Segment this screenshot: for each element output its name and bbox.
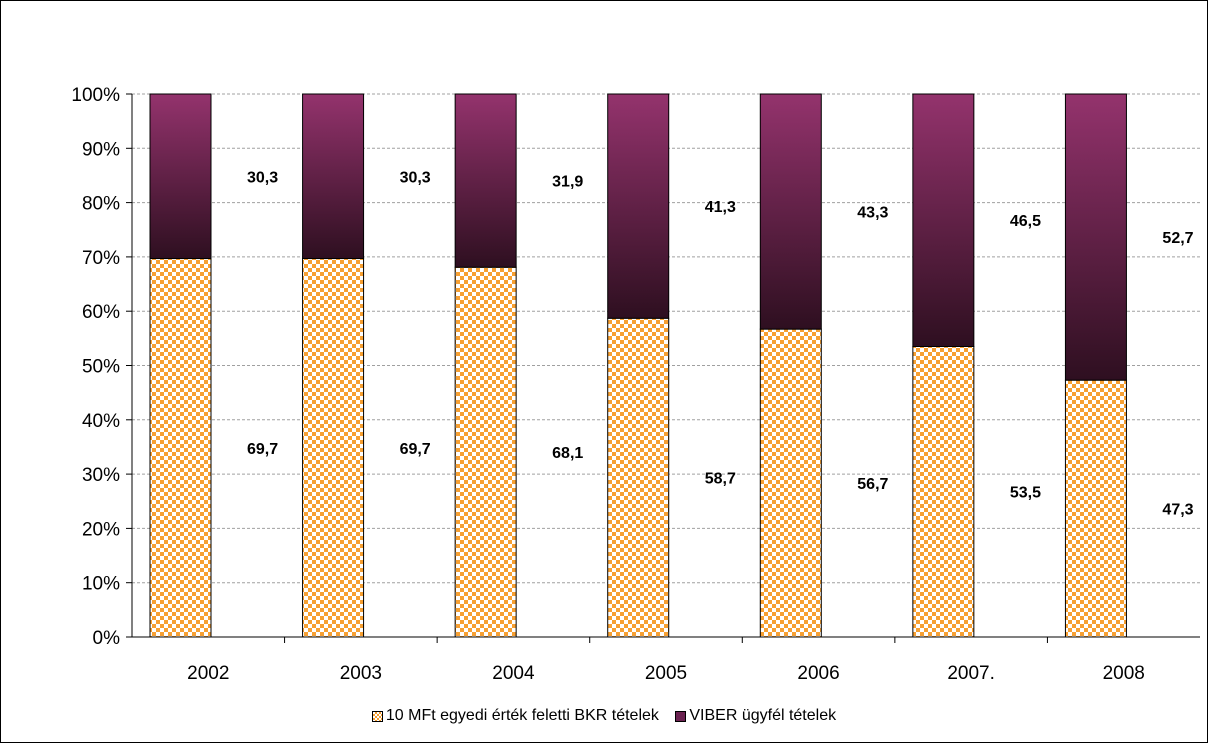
data-label-viber: 46,5 <box>1010 213 1041 230</box>
x-tick-label: 2003 <box>340 663 382 684</box>
data-label-viber: 43,3 <box>857 205 888 222</box>
y-tick-label: 60% <box>82 302 120 323</box>
x-tick-label: 2008 <box>1103 663 1145 684</box>
data-label-bkr: 53,5 <box>1010 485 1041 502</box>
bar-viber <box>912 93 975 347</box>
data-label-viber: 41,3 <box>705 199 736 216</box>
y-tick-label: 70% <box>82 248 120 269</box>
data-label-bkr: 56,7 <box>857 476 888 493</box>
legend: 10 MFt egyedi érték feletti BKR tételek … <box>0 707 1208 727</box>
bar-viber <box>302 93 365 260</box>
axes: 0% 10% 20% 30% 40% 50% 60% 70% 80% 90% 100% 2002 200… <box>71 85 1200 684</box>
legend-label-bkr: 10 MFt egyedi érték feletti BKR tételek <box>385 707 659 724</box>
y-tick-label: 20% <box>82 519 120 540</box>
data-label-bkr: 68,1 <box>552 445 583 462</box>
bar-bkr <box>759 328 822 638</box>
bar-bkr <box>302 258 365 638</box>
data-label-bkr: 58,7 <box>705 471 736 488</box>
y-tick-label: 100% <box>71 85 120 106</box>
x-tick-label: 2004 <box>492 663 535 684</box>
y-tick-label: 80% <box>82 194 120 215</box>
bars <box>149 93 1127 638</box>
legend-item-viber: VIBER ügyfél tételek <box>675 707 836 725</box>
x-tick-label: 2007. <box>947 663 995 684</box>
x-tick-label: 2002 <box>187 663 229 684</box>
data-label-viber: 30,3 <box>400 169 431 186</box>
data-label-bkr: 47,3 <box>1162 502 1193 519</box>
bar-viber <box>759 93 822 330</box>
legend-swatch-viber <box>675 710 687 722</box>
data-labels: 69,7 30,3 69,7 30,3 68,1 31,9 58,7 41,3 56,7 43,3… <box>247 169 1194 518</box>
y-tick-label: 50% <box>82 357 120 378</box>
bar-bkr <box>1064 379 1127 638</box>
y-tick-label: 40% <box>82 411 120 432</box>
bar-viber <box>1064 93 1127 381</box>
legend-label-viber: VIBER ügyfél tételek <box>689 707 837 724</box>
y-tick-label: 90% <box>82 139 120 160</box>
bar-bkr <box>912 345 975 638</box>
bar-bkr <box>454 266 517 638</box>
data-label-bkr: 69,7 <box>400 441 431 458</box>
data-label-viber: 31,9 <box>552 174 583 191</box>
data-label-bkr: 69,7 <box>247 441 278 458</box>
bar-viber <box>149 93 212 260</box>
data-label-viber: 52,7 <box>1162 230 1193 247</box>
x-tick-label: 2006 <box>797 663 839 684</box>
bar-bkr <box>149 258 212 638</box>
y-tick-label: 30% <box>82 465 120 486</box>
bar-viber <box>454 93 517 268</box>
x-tick-label: 2005 <box>645 663 687 684</box>
bar-bkr <box>607 317 670 638</box>
legend-item-bkr: 10 MFt egyedi érték feletti BKR tételek <box>371 707 659 725</box>
y-tick-label: 0% <box>93 628 121 649</box>
bar-viber <box>607 93 670 319</box>
data-label-viber: 30,3 <box>247 169 278 186</box>
legend-swatch-bkr <box>371 710 383 722</box>
y-tick-label: 10% <box>82 574 120 595</box>
